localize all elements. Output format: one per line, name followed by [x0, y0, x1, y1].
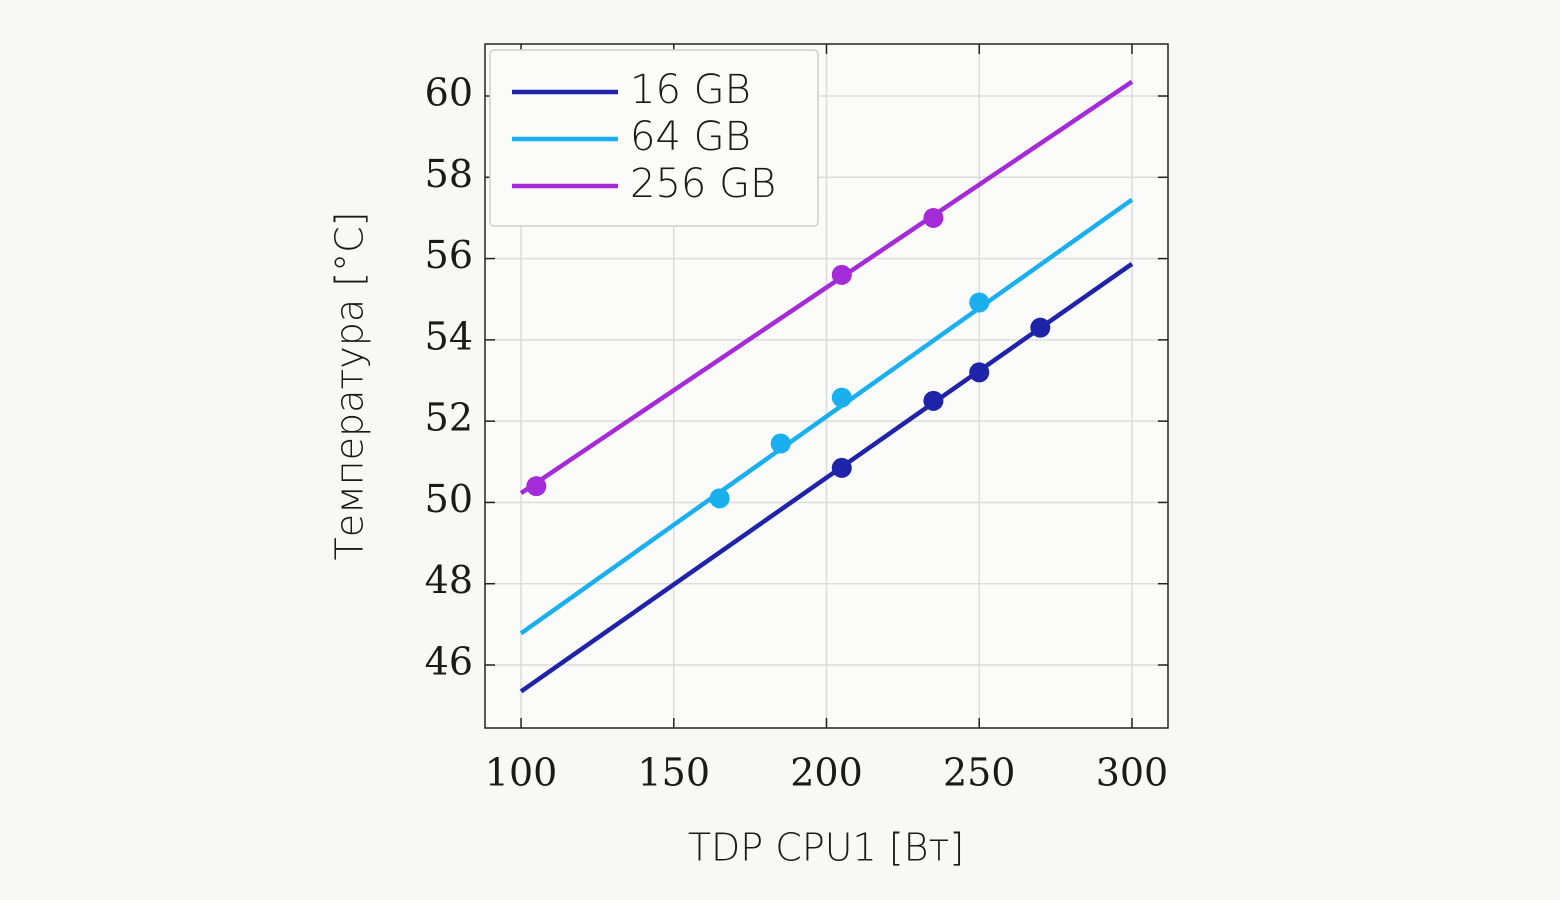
- plot-frame: [484, 43, 1169, 729]
- legend-label: 256 GB: [630, 161, 776, 207]
- x-tick-label: 100: [485, 751, 558, 795]
- y-tick-label: 50: [425, 477, 473, 521]
- point: [709, 488, 730, 509]
- y-tick-label: 60: [425, 71, 473, 115]
- fit-line: [519, 79, 1134, 495]
- y-tick-label: 56: [425, 233, 473, 277]
- point: [923, 390, 944, 411]
- y-tick-label: 58: [425, 152, 473, 196]
- x-tick-label: 150: [638, 751, 711, 795]
- fit-line: [519, 197, 1134, 636]
- legend-label: 16 GB: [630, 67, 751, 113]
- y-axis-label: Температура [°C]: [328, 212, 372, 561]
- x-tick-label: 200: [790, 751, 863, 795]
- x-axis-label: TDP CPU1 [Вт]: [688, 826, 964, 870]
- legend-label: 64 GB: [630, 114, 751, 160]
- point: [831, 264, 852, 285]
- x-tick-label: 250: [943, 751, 1016, 795]
- y-tick-label: 46: [425, 640, 473, 684]
- fit-line: [519, 262, 1134, 694]
- point: [831, 387, 852, 408]
- point: [923, 207, 944, 228]
- y-tick-label: 48: [425, 558, 473, 602]
- point: [969, 362, 990, 383]
- point: [1030, 317, 1051, 338]
- point: [831, 457, 852, 478]
- point: [770, 433, 791, 454]
- x-tick-label: 300: [1096, 751, 1169, 795]
- point: [969, 292, 990, 313]
- y-tick-label: 54: [425, 314, 473, 358]
- y-tick-label: 52: [425, 396, 473, 440]
- point: [526, 476, 547, 497]
